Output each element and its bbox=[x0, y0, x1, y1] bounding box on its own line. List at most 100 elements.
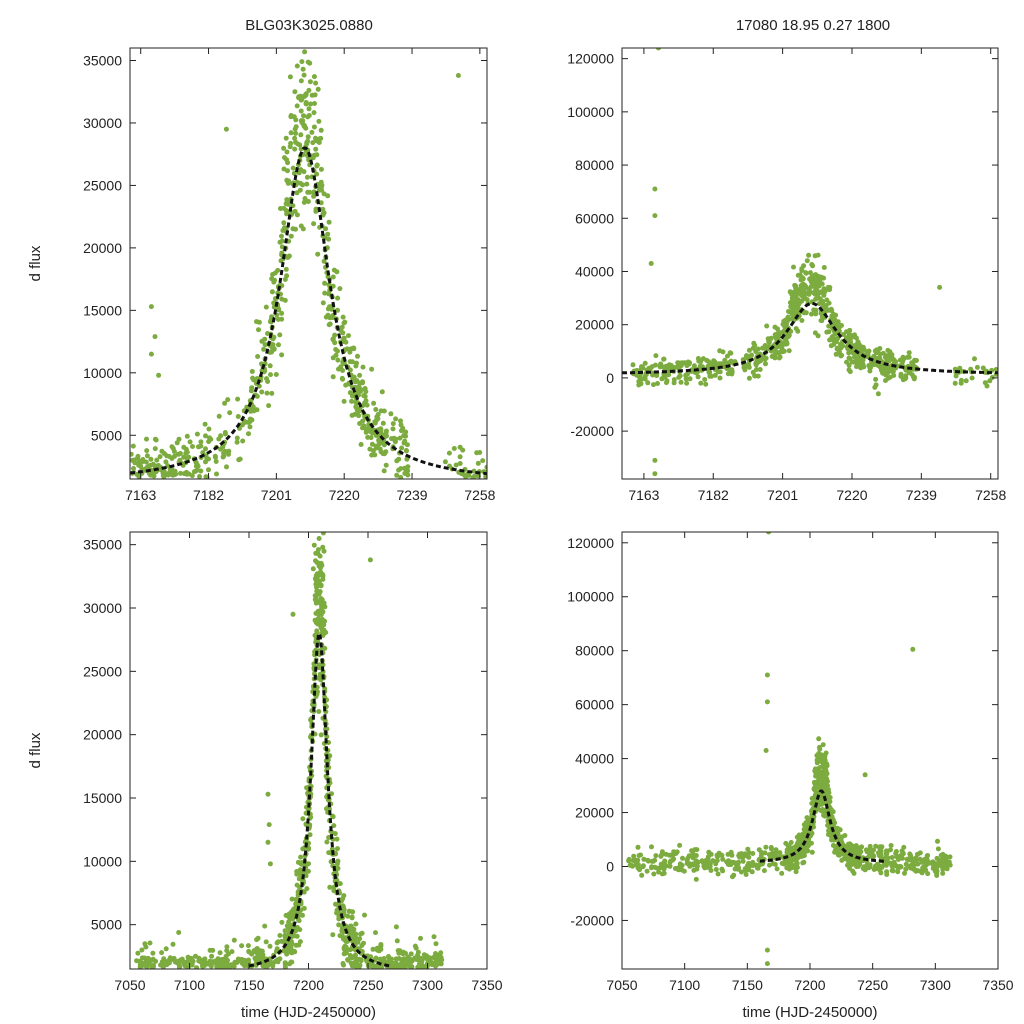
data-point bbox=[340, 961, 346, 966]
model-curve-top-left bbox=[130, 146, 487, 476]
data-point bbox=[159, 448, 165, 454]
data-point bbox=[672, 866, 678, 871]
data-point bbox=[234, 439, 240, 445]
data-point bbox=[288, 942, 294, 948]
data-point bbox=[306, 846, 312, 852]
data-point bbox=[377, 446, 383, 452]
data-point bbox=[293, 130, 299, 136]
data-point bbox=[283, 135, 289, 141]
data-point bbox=[784, 865, 790, 871]
data-point bbox=[898, 373, 904, 379]
data-point bbox=[821, 292, 827, 298]
y-tick-label: 20000 bbox=[83, 240, 122, 256]
data-point bbox=[313, 206, 319, 212]
data-point bbox=[322, 645, 328, 651]
data-point bbox=[261, 346, 267, 352]
data-point bbox=[836, 847, 842, 853]
data-point bbox=[349, 930, 355, 936]
data-point bbox=[222, 400, 228, 406]
data-point bbox=[890, 868, 896, 874]
data-point bbox=[795, 328, 801, 334]
data-point bbox=[720, 868, 726, 874]
data-point-outlier bbox=[265, 791, 271, 797]
data-point bbox=[239, 957, 245, 962]
data-point bbox=[895, 857, 901, 862]
data-point bbox=[142, 961, 148, 967]
data-point bbox=[396, 467, 402, 473]
data-point bbox=[875, 362, 881, 368]
data-point bbox=[139, 947, 145, 953]
data-point bbox=[276, 342, 281, 348]
data-point bbox=[240, 438, 246, 444]
data-point bbox=[213, 454, 218, 460]
data-point bbox=[262, 368, 268, 374]
data-point bbox=[848, 332, 853, 338]
data-point bbox=[681, 868, 687, 874]
data-point bbox=[320, 532, 326, 536]
data-point bbox=[296, 918, 302, 924]
data-point bbox=[813, 311, 819, 317]
data-point bbox=[715, 871, 721, 877]
data-point bbox=[847, 369, 853, 375]
data-point bbox=[807, 821, 813, 827]
data-point bbox=[288, 233, 294, 239]
data-point bbox=[820, 778, 826, 784]
data-point bbox=[710, 858, 716, 864]
data-point bbox=[271, 334, 277, 340]
data-point bbox=[335, 357, 341, 363]
data-point bbox=[373, 417, 379, 423]
data-point bbox=[821, 265, 827, 270]
data-point bbox=[791, 264, 796, 270]
data-point bbox=[375, 964, 381, 969]
data-point bbox=[152, 436, 158, 442]
data-point bbox=[820, 761, 826, 767]
data-point bbox=[370, 946, 376, 952]
data-point bbox=[254, 937, 260, 943]
data-point bbox=[176, 436, 182, 442]
data-point bbox=[379, 389, 385, 395]
data-point bbox=[695, 374, 701, 380]
data-point bbox=[147, 940, 153, 946]
data-point bbox=[786, 309, 791, 314]
data-point bbox=[319, 626, 325, 632]
data-point bbox=[431, 954, 437, 960]
data-point bbox=[246, 949, 252, 955]
data-point bbox=[253, 949, 259, 955]
data-point bbox=[313, 146, 319, 152]
data-point bbox=[302, 49, 308, 55]
data-point bbox=[144, 453, 150, 459]
data-point bbox=[822, 765, 827, 771]
data-point bbox=[677, 865, 683, 871]
data-point bbox=[390, 421, 396, 427]
data-point bbox=[353, 363, 359, 369]
data-point-outlier bbox=[290, 611, 296, 617]
data-point bbox=[152, 446, 158, 452]
data-point bbox=[737, 854, 743, 860]
data-point bbox=[321, 548, 327, 554]
data-point bbox=[247, 424, 253, 430]
data-point bbox=[150, 950, 156, 956]
data-point bbox=[399, 445, 405, 451]
data-point bbox=[784, 317, 790, 323]
data-point bbox=[337, 286, 343, 292]
panels-group: 7163 7182 7201 7220 7239 7258 5000 10000 15000 20… bbox=[27, 47, 1014, 1021]
data-point bbox=[477, 450, 483, 455]
data-point bbox=[725, 371, 731, 377]
data-point bbox=[438, 950, 444, 956]
data-point-outlier bbox=[652, 457, 658, 463]
data-point bbox=[362, 393, 368, 399]
data-point bbox=[642, 360, 648, 366]
data-point-outlier bbox=[266, 822, 272, 828]
data-point bbox=[373, 930, 378, 936]
data-point bbox=[662, 858, 668, 864]
data-point bbox=[316, 118, 322, 124]
y-tick-label: 80000 bbox=[575, 157, 614, 173]
data-point bbox=[275, 316, 281, 322]
data-point bbox=[433, 941, 439, 947]
data-point bbox=[222, 430, 228, 435]
data-point bbox=[803, 270, 809, 276]
data-point bbox=[347, 359, 353, 365]
data-point bbox=[822, 755, 828, 761]
data-point bbox=[819, 801, 825, 807]
data-point bbox=[831, 341, 837, 347]
